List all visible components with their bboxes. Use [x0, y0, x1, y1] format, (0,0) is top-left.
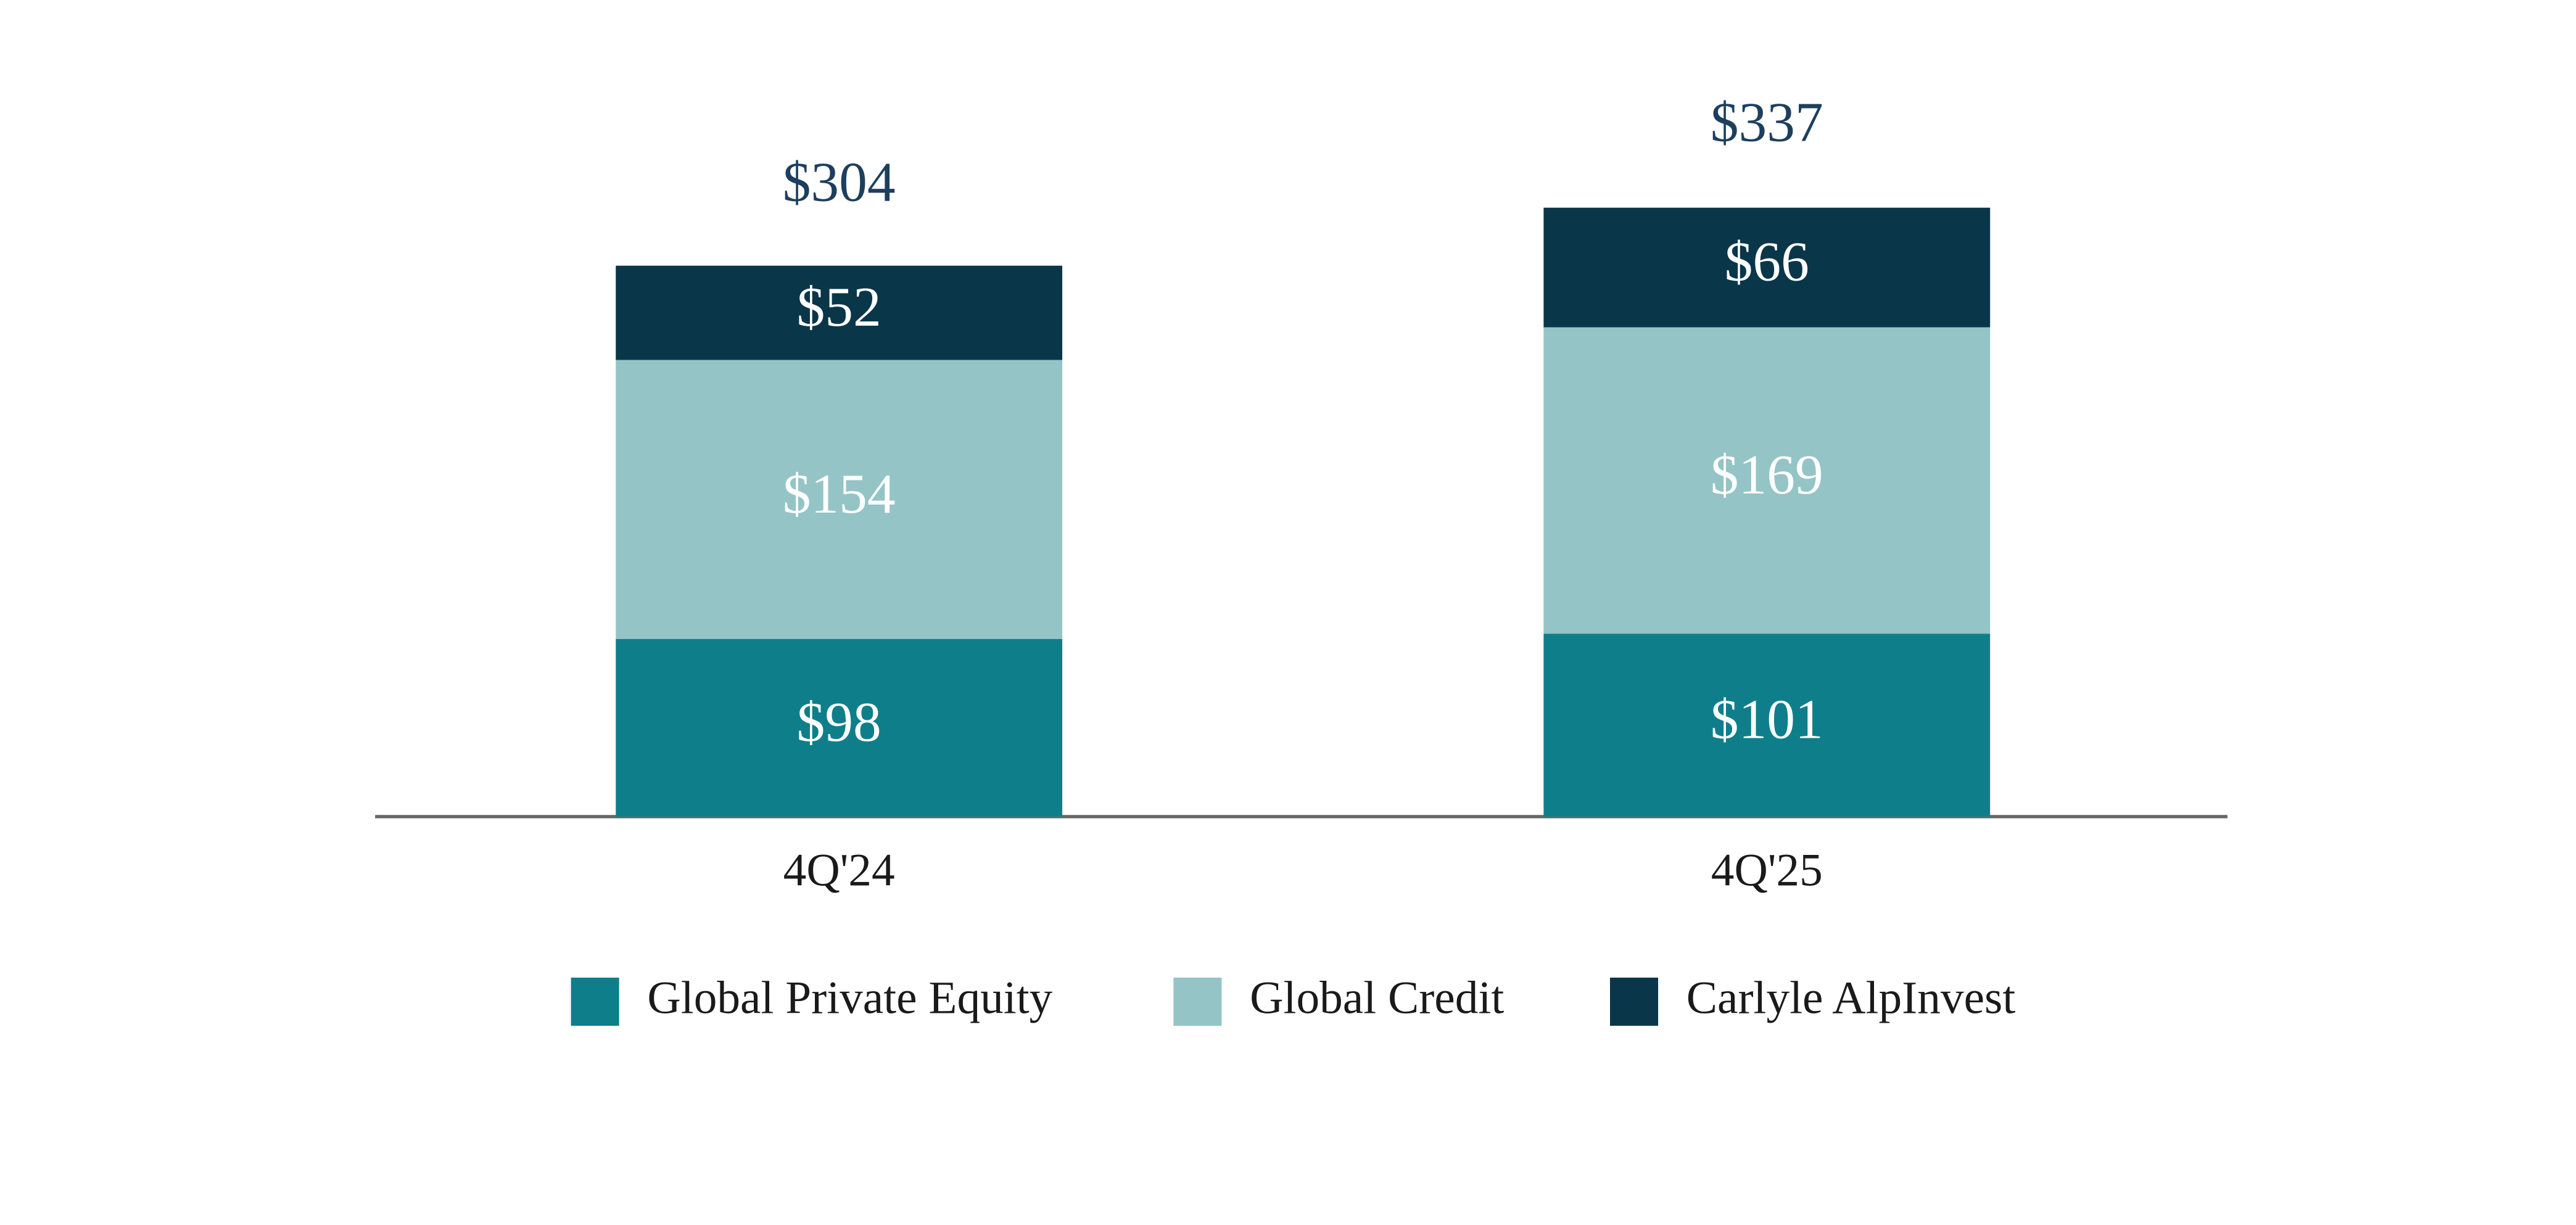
- x-tick-label: 4Q'24: [783, 844, 895, 896]
- bar-segment: [1543, 633, 1991, 817]
- bar-segment: [616, 639, 1063, 817]
- segment-label: $101: [1711, 688, 1823, 751]
- legend-swatch: [571, 977, 619, 1026]
- bar-segment: [616, 360, 1063, 640]
- segment-label: $52: [797, 275, 881, 338]
- bar-segment: [1543, 327, 1991, 634]
- x-tick-label: 4Q'25: [1711, 844, 1823, 896]
- segment-label: $154: [783, 462, 896, 525]
- bar-segment: [616, 265, 1063, 360]
- legend-swatch: [1610, 977, 1659, 1026]
- legend-swatch: [1173, 977, 1222, 1026]
- total-label: $304: [783, 150, 896, 213]
- segment-label: $66: [1725, 230, 1809, 293]
- bar-segment: [1543, 207, 1991, 328]
- legend-label: Global Credit: [1250, 973, 1504, 1024]
- segment-label: $169: [1711, 443, 1823, 506]
- legend-label: Carlyle AlpInvest: [1686, 973, 2016, 1024]
- segment-label: $98: [797, 690, 881, 753]
- total-label: $337: [1711, 90, 1823, 153]
- legend-label: Global Private Equity: [647, 973, 1052, 1024]
